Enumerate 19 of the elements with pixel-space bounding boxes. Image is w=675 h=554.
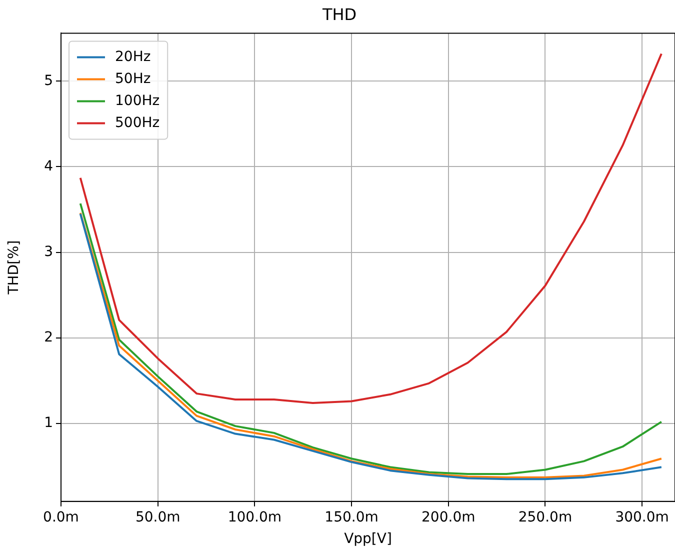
legend-label: 50Hz (115, 70, 151, 87)
x-tick-label: 300.0m (615, 509, 669, 526)
x-tick-label: 50.0m (135, 509, 180, 526)
x-axis-title: Vpp[V] (344, 531, 392, 548)
y-axis-title: THD[%] (6, 240, 22, 296)
y-tick-label: 4 (44, 158, 54, 174)
legend-label: 20Hz (115, 48, 151, 65)
y-tick-label: 1 (44, 415, 53, 432)
x-tick-label: 200.0m (422, 509, 476, 526)
legend-label: 100Hz (115, 92, 160, 109)
legend-label: 500Hz (115, 114, 160, 131)
y-tick-label: 2 (44, 330, 53, 346)
x-tick-label: 0.0m (43, 509, 79, 526)
x-tick-label: 100.0m (228, 509, 282, 526)
y-tick-label: 3 (44, 244, 53, 260)
x-tick-label: 250.0m (518, 509, 572, 526)
chart-title: THD (321, 4, 357, 24)
y-tick-label: 5 (44, 72, 53, 89)
x-tick-label: 150.0m (324, 509, 378, 526)
